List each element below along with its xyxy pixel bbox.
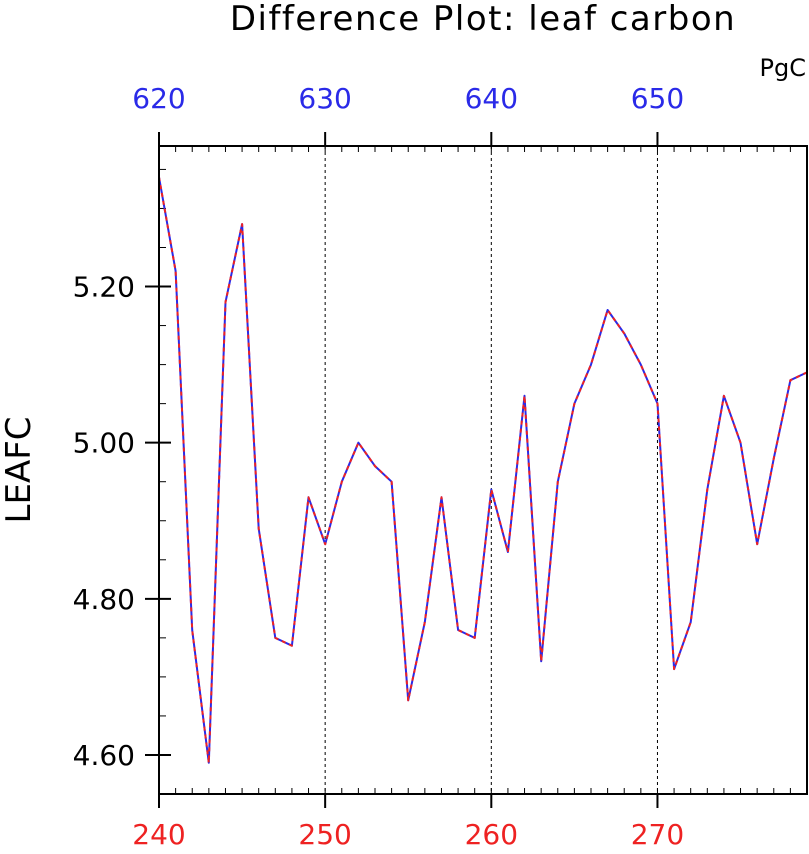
chart-title: Difference Plot: leaf carbon <box>230 0 736 39</box>
x-tick-label: 270 <box>631 818 684 851</box>
plot-frame <box>158 145 808 795</box>
y-tick-label: 5.20 <box>73 271 135 304</box>
series-lines <box>158 177 808 764</box>
grid-lines <box>324 146 658 794</box>
top-tick-label: 630 <box>298 82 351 115</box>
y-tick-label: 4.80 <box>73 583 135 616</box>
axes: 240 250 260 270 620 630 640 650 4.60 4.80 5.00 5.20 <box>73 82 808 851</box>
top-tick-label: 640 <box>465 82 518 115</box>
x-tick-label: 240 <box>132 818 185 851</box>
y-tick-label: 4.60 <box>73 739 135 772</box>
y-tick-label: 5.00 <box>73 427 135 460</box>
top-tick-label: 620 <box>132 82 185 115</box>
top-tick-label: 650 <box>631 82 684 115</box>
x-tick-label: 260 <box>465 818 518 851</box>
units-label: PgC <box>760 54 806 82</box>
y-axis-label: LEAFC <box>0 417 39 524</box>
series-line-dashed <box>158 177 808 764</box>
x-tick-label: 250 <box>298 818 351 851</box>
series-line-solid <box>158 177 808 764</box>
